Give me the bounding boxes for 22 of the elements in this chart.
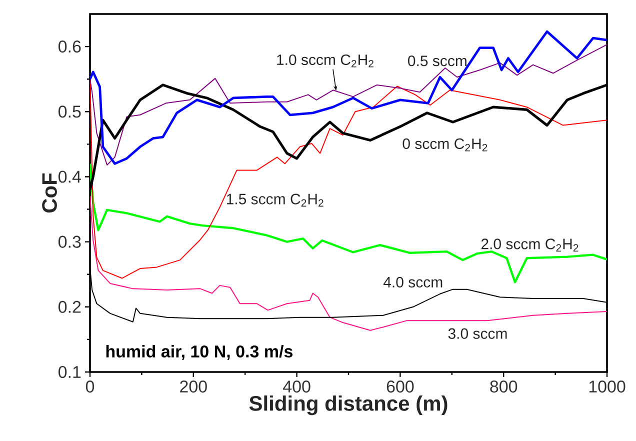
y-tick-label: 0.1 bbox=[58, 366, 81, 378]
x-tick-label: 0 bbox=[86, 380, 94, 393]
y-axis-title: CoF bbox=[42, 173, 57, 213]
y-tick-label: 0.4 bbox=[58, 170, 81, 183]
y-tick-label: 0.5 bbox=[58, 106, 81, 118]
series-label: 4.0 sccm bbox=[383, 276, 442, 288]
annotation: humid air, 10 N, 0.3 m/s bbox=[106, 345, 292, 360]
x-tick-label: 200 bbox=[180, 380, 207, 393]
x-tick-label: 800 bbox=[490, 380, 518, 393]
series-label: 1.5 sccm C$_{2}$H$_{2}$ bbox=[226, 194, 324, 207]
series-label: 0.5 sccm bbox=[408, 56, 466, 66]
series-label: 3.0 sccm bbox=[448, 328, 507, 339]
x-axis-title: Sliding distance (m) bbox=[249, 395, 448, 416]
series-label: 1.0 sccm C$_{2}$H$_{2}$ bbox=[277, 54, 374, 68]
y-tick-label: 0.3 bbox=[58, 236, 81, 248]
y-tick-label: 0.2 bbox=[58, 300, 81, 313]
x-tick-label: 400 bbox=[283, 380, 310, 393]
x-tick-label: 1000 bbox=[589, 380, 626, 393]
y-tick-label: 0.6 bbox=[58, 40, 81, 53]
series-label: 0 sccm C$_{2}$H$_{2}$ bbox=[402, 138, 488, 152]
series-label: 2.0 sccm C$_{2}$H$_{2}$ bbox=[481, 238, 578, 252]
x-tick-label: 600 bbox=[386, 380, 414, 393]
